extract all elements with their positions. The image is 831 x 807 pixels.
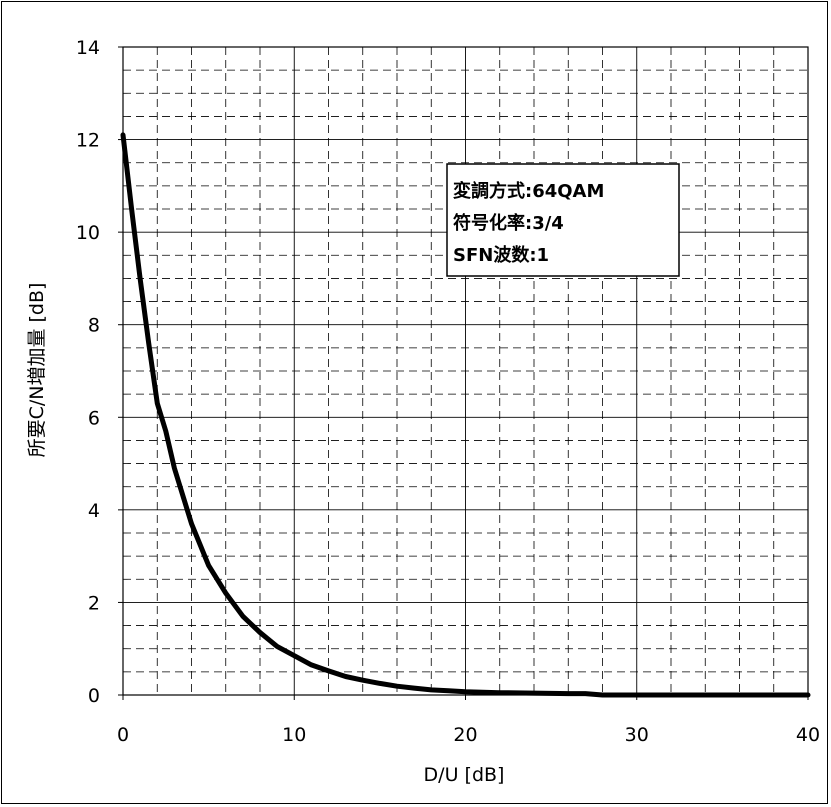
y-tick-label: 2 [88, 592, 100, 614]
legend-box: 変調方式:64QAM 符号化率:3/4 SFN波数:1 [446, 163, 680, 277]
x-tick-label: 0 [117, 724, 129, 746]
y-tick-label: 8 [88, 315, 100, 337]
y-tick-label: 12 [76, 130, 100, 152]
x-tick-label: 40 [796, 724, 820, 746]
x-axis-ticks: 0 10 20 30 40 [117, 695, 820, 746]
y-tick-label: 4 [88, 500, 100, 522]
x-tick-label: 20 [453, 724, 477, 746]
y-tick-label: 14 [76, 37, 100, 59]
series-layer [120, 132, 811, 698]
legend-box-frame [446, 163, 680, 277]
legend-line-code-rate: 符号化率:3/4 [453, 212, 564, 234]
y-tick-label: 10 [76, 222, 100, 244]
x-axis-label: D/U [dB] [424, 764, 505, 786]
y-tick-label: 6 [88, 407, 100, 429]
series-line-1 [120, 132, 811, 698]
legend-line-modulation: 変調方式:64QAM [453, 180, 604, 202]
x-tick-label: 10 [282, 724, 306, 746]
x-tick-label: 30 [625, 724, 649, 746]
y-axis-label: 所要C/N増加量 [dB] [26, 283, 48, 458]
y-axis-ticks: 0 2 4 6 8 10 12 14 [76, 37, 123, 707]
y-tick-label: 0 [88, 685, 100, 707]
legend-line-sfn-count: SFN波数:1 [453, 244, 549, 266]
